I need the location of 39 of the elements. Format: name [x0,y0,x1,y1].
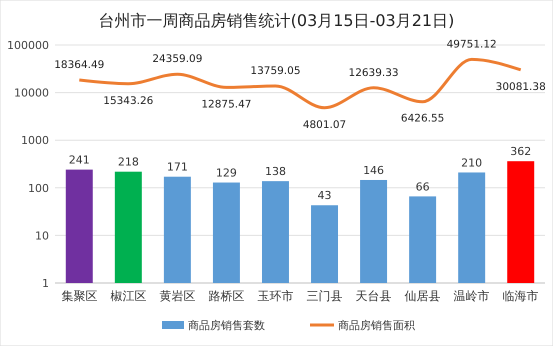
data-label: 43 [318,189,332,202]
x-tick-label: 黄岩区 [159,289,196,303]
chart-title: 台州市一周商品房销售统计(03月15日-03月21日) [98,11,454,30]
legend-label: 商品房销售套数 [188,319,265,332]
data-label: 129 [216,166,237,180]
data-label: 66 [416,180,430,194]
data-label: 241 [68,154,90,167]
data-label: 218 [118,156,139,169]
x-tick-label: 临海市 [502,289,539,303]
x-tick-label: 天台县 [356,289,392,303]
data-label: 210 [461,156,482,170]
y-tick-label: 100000 [7,39,49,52]
legend-label: 商品房销售面积 [338,319,415,332]
data-label: 12875.47 [201,98,252,110]
y-tick-label: 1000 [21,134,49,148]
data-label: 49751.12 [446,38,497,50]
data-label: 6426.55 [400,112,444,125]
data-label: 138 [264,165,286,178]
data-label: 146 [363,164,384,177]
data-label: 12639.33 [348,66,399,79]
x-tick-label: 路桥区 [208,289,244,303]
data-label: 30081.38 [496,80,546,93]
data-label: 15343.26 [103,94,154,107]
x-tick-label: 三门县 [306,289,343,303]
x-tick-label: 集聚区 [61,289,98,303]
data-label: 13759.05 [250,65,301,78]
x-tick-label: 玉环市 [257,289,294,303]
x-tick-label: 温岭市 [454,289,490,303]
data-label: 18364.49 [54,59,104,72]
data-label: 171 [166,160,188,174]
data-label: 4801.07 [302,118,346,131]
data-label: 24359.09 [152,53,202,66]
y-tick-label: 10000 [14,86,49,100]
y-tick-label: 100 [28,182,49,195]
y-tick-label: 1 [42,277,49,290]
data-label: 362 [510,145,532,158]
y-tick-label: 10 [35,229,49,242]
x-tick-label: 仙居县 [404,289,441,303]
x-tick-label: 椒江区 [110,289,146,303]
